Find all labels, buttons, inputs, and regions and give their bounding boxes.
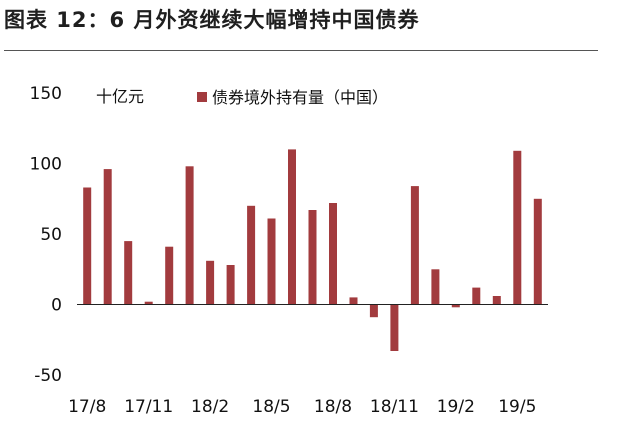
y-axis-ticks: 150 100 50 0 -50 [30,84,62,386]
bar-18-11 [390,304,399,351]
chart-title: 图表 12：6 月外资继续大幅增持中国债券 [4,8,420,32]
x-tick-label: 17/8 [68,397,106,417]
title-divider [4,50,598,51]
bar-18-9 [349,297,358,305]
y-tick-label: 50 [40,225,62,245]
y-tick-label: 0 [51,296,62,316]
x-tick-label: 18/2 [191,397,229,417]
bar-19-5 [513,150,522,305]
bar-18-1 [185,166,194,305]
bar-18-7 [308,210,317,305]
bar-19-4 [492,296,501,305]
bar-18-4 [247,205,256,305]
bar-19-6 [533,198,542,305]
bar-17-8 [83,187,92,305]
x-tick-label: 18/5 [252,397,290,417]
bar-19-1 [431,269,440,305]
bar-18-3 [226,265,235,305]
bar-17-10 [124,241,133,305]
bar-19-3 [472,287,481,305]
x-tick-label: 18/11 [370,397,419,417]
bar-18-10 [369,304,378,318]
x-tick-label: 18/8 [314,397,352,417]
y-tick-label: 150 [30,84,62,104]
unit-label: 十亿元 [96,87,144,106]
y-tick-label: -50 [34,366,62,386]
y-tick-label: 100 [30,155,62,175]
bar-18-6 [288,149,296,305]
bar-17-9 [103,169,112,305]
x-tick-label: 17/11 [124,397,173,417]
x-tick-label: 19/5 [498,397,536,417]
bar-17-11 [144,301,153,305]
bar-18-5 [267,218,276,305]
bar-18-2 [206,260,215,305]
legend: 债券境外持有量（中国） [197,88,388,107]
x-tick-label: 19/2 [437,397,475,417]
legend-swatch [197,92,207,102]
legend-label: 债券境外持有量（中国） [212,88,388,107]
bar-19-2 [451,304,460,308]
x-axis-ticks: 17/8 17/11 18/2 18/5 18/8 18/11 19/2 19/5 [68,397,536,417]
bar-18-8 [329,203,337,305]
bar-series [83,149,542,351]
bar-17-12 [165,246,174,305]
bar-18-12 [410,186,419,305]
